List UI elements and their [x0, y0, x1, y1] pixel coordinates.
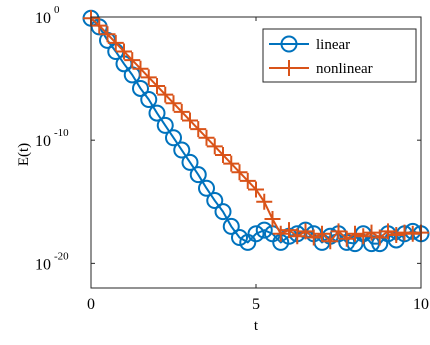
data-point-nonlinear	[157, 86, 174, 103]
data-point-linear	[198, 179, 215, 197]
data-point-nonlinear	[314, 225, 330, 242]
data-point-linear	[165, 129, 182, 147]
data-point-linear	[173, 141, 191, 159]
data-point-nonlinear	[363, 224, 380, 241]
data-point-nonlinear	[91, 17, 108, 34]
data-point-nonlinear	[99, 26, 116, 43]
data-point-nonlinear	[380, 223, 396, 240]
data-point-nonlinear	[124, 52, 141, 69]
data-point-nonlinear	[347, 225, 363, 242]
y-axis-label: E(t)	[16, 143, 32, 166]
data-point-nonlinear	[173, 103, 190, 120]
data-point-nonlinear	[264, 211, 281, 228]
data-point-nonlinear	[388, 227, 405, 244]
data-point-nonlinear	[190, 121, 207, 138]
data-point-nonlinear	[330, 223, 347, 240]
data-point-linear	[181, 153, 199, 171]
data-point-nonlinear	[322, 233, 339, 250]
y-tick-base: 10	[35, 10, 51, 27]
data-point-linear	[132, 79, 149, 97]
data-point-linear	[140, 91, 158, 109]
data-point-nonlinear	[182, 112, 198, 129]
data-point-linear	[255, 221, 273, 239]
data-point-linear	[156, 116, 174, 134]
data-point-nonlinear	[149, 77, 165, 94]
data-point-nonlinear	[371, 229, 388, 246]
y-tick-exponent: 0	[54, 4, 60, 16]
y-tick-exponent: -10	[54, 127, 69, 139]
data-point-nonlinear	[107, 34, 124, 51]
data-point-nonlinear	[272, 225, 289, 242]
legend-entry-linear: linear	[269, 35, 350, 53]
data-point-nonlinear	[198, 129, 215, 146]
x-tick-label: 0	[87, 296, 95, 313]
y-tick-exponent: -20	[54, 250, 69, 262]
data-point-nonlinear	[140, 69, 157, 86]
legend-swatch-marker	[280, 35, 298, 53]
y-tick-label: 10 -10	[35, 127, 69, 150]
data-point-linear	[222, 217, 240, 235]
y-tick-base: 10	[35, 133, 51, 150]
y-tick-label: 10 0	[35, 4, 60, 27]
data-point-linear	[247, 225, 265, 243]
data-point-nonlinear	[256, 193, 273, 210]
data-point-linear	[231, 228, 248, 246]
data-point-nonlinear	[223, 155, 240, 172]
x-tick-label: 5	[252, 296, 260, 313]
data-point-nonlinear	[355, 228, 372, 245]
data-point-nonlinear	[396, 224, 413, 241]
x-axis-label: t	[254, 318, 259, 334]
legend-label: nonlinear	[316, 61, 373, 77]
data-point-linear	[148, 104, 166, 122]
data-point-nonlinear	[248, 181, 264, 198]
data-point-nonlinear	[338, 230, 355, 247]
data-point-nonlinear	[297, 223, 314, 240]
data-point-nonlinear	[404, 225, 421, 242]
data-point-nonlinear	[215, 146, 231, 163]
data-point-nonlinear	[305, 229, 322, 246]
data-point-nonlinear	[281, 222, 297, 239]
data-point-nonlinear	[206, 138, 223, 155]
data-point-nonlinear	[132, 60, 149, 77]
legend-entry-nonlinear: nonlinear	[269, 60, 373, 77]
x-tick-label: 10	[413, 296, 429, 313]
data-point-linear	[214, 203, 232, 221]
data-point-nonlinear	[165, 95, 182, 112]
y-tick-base: 10	[35, 256, 51, 273]
legend-swatch-marker	[281, 60, 297, 76]
legend: linear nonlinear	[262, 28, 417, 83]
data-point-nonlinear	[239, 172, 256, 189]
data-point-nonlinear	[116, 43, 132, 60]
data-point-linear	[189, 166, 207, 184]
legend-label: linear	[316, 37, 350, 53]
y-tick-label: 10 -20	[35, 250, 69, 273]
data-point-nonlinear	[289, 228, 306, 245]
data-point-linear	[206, 192, 224, 210]
data-point-nonlinear	[231, 164, 248, 181]
